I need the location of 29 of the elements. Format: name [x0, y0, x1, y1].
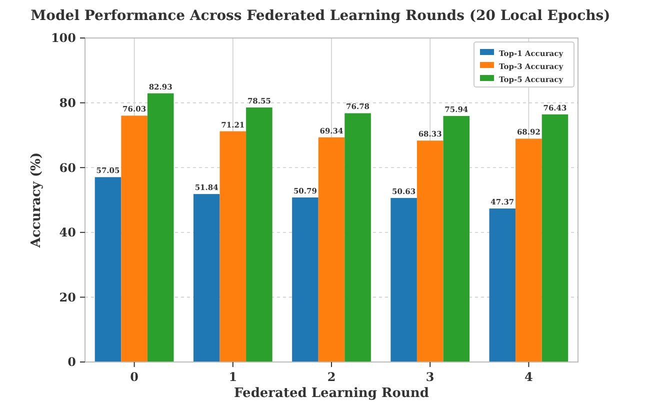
bar: [318, 137, 345, 362]
y-tick-label: 80: [59, 96, 76, 110]
y-tick-label: 100: [50, 31, 76, 46]
y-tick-label: 20: [59, 290, 76, 304]
chart-title: Model Performance Across Federated Learning Rounds (20 Local Epochs): [30, 8, 610, 24]
bar: [344, 113, 371, 362]
x-tick-label: 2: [327, 370, 336, 384]
x-axis-title: Federated Learning Round: [234, 386, 429, 401]
bar: [516, 138, 542, 362]
bar: [121, 116, 148, 362]
x-tick-label: 1: [228, 370, 238, 384]
bar: [443, 116, 470, 362]
bar: [416, 140, 444, 362]
bar: [147, 93, 174, 362]
bar: [292, 197, 318, 362]
y-tick-label: 0: [68, 355, 76, 370]
x-tick-label: 4: [524, 370, 533, 384]
bar: [220, 131, 246, 362]
y-tick-label: 40: [59, 226, 76, 240]
y-axis-title: Accuracy (%): [29, 152, 44, 249]
bar: [542, 114, 568, 362]
bar: [489, 208, 516, 362]
y-tick-label: 60: [59, 160, 76, 175]
bar: [193, 194, 220, 362]
bar: [246, 108, 272, 362]
x-tick-label: 0: [130, 370, 138, 384]
bar: [390, 198, 417, 362]
bar: [94, 177, 122, 362]
x-tick-label: 3: [426, 370, 434, 384]
